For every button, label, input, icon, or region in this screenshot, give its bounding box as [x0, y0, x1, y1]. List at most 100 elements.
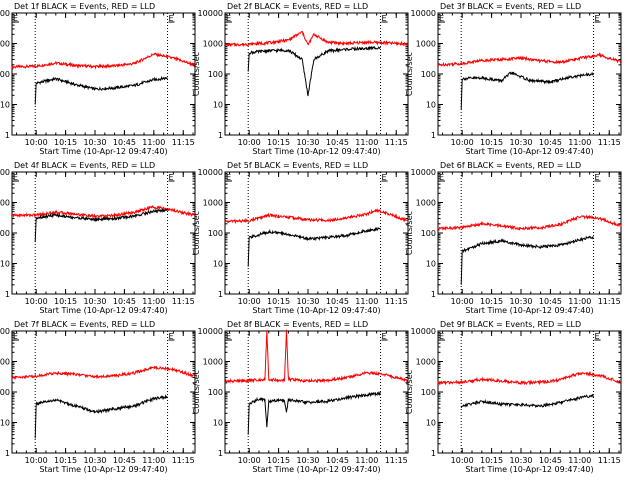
chart-panel-6: Det 6f BLACK = Events, RED = LLD 1 10 100 10…: [405, 161, 622, 315]
y-axis: 1 10 100 1000 10000: [411, 327, 621, 458]
y-tick-label: 1: [431, 131, 436, 140]
x-tick-label: 11:00: [568, 138, 591, 147]
x-tick-label: 10:00: [25, 138, 48, 147]
y-tick-label: 100: [0, 229, 10, 238]
y-tick-label: 10000: [198, 327, 223, 336]
x-axis-label: Start Time (10-Apr-12 09:47:40): [465, 465, 593, 474]
x-tick-label: 10:45: [113, 297, 136, 306]
x-tick-label: 11:00: [355, 138, 378, 147]
y-tick-label: 1: [5, 449, 10, 458]
event-marker-label: E: [382, 332, 387, 341]
y-axis: 1 10 100 1000 10000: [411, 168, 621, 299]
chart-title: Det 5f BLACK = Events, RED = LLD: [227, 161, 368, 170]
y-tick-label: 10: [426, 101, 436, 110]
x-tick-label: 10:00: [238, 138, 261, 147]
lld-series-line: [224, 208, 409, 225]
x-tick-label: 11:00: [142, 297, 165, 306]
event-marker-label: E: [595, 173, 600, 182]
event-marker-label: E: [439, 14, 444, 23]
y-tick-label: 10000: [0, 168, 10, 177]
events-series-line: [34, 75, 168, 105]
event-marker-label: E: [439, 332, 444, 341]
y-tick-label: 1: [218, 290, 223, 299]
y-tick-label: 10000: [411, 327, 436, 336]
y-tick-label: 1000: [203, 40, 223, 49]
lld-series-line: [11, 365, 196, 381]
events-series-line: [247, 391, 381, 435]
y-tick-label: 100: [421, 229, 436, 238]
y-tick-label: 100: [0, 388, 10, 397]
chart-title: Det 8f BLACK = Events, RED = LLD: [227, 320, 368, 329]
y-tick-label: 1000: [416, 40, 436, 49]
x-tick-label: 11:15: [172, 297, 195, 306]
chart-panel-1: Det 1f BLACK = Events, RED = LLD 1 10 100 10…: [0, 2, 196, 156]
x-tick-label: 10:30: [296, 297, 319, 306]
lld-series-line: [437, 214, 622, 232]
x-tick-label: 10:45: [326, 297, 349, 306]
chart-title: Det 2f BLACK = Events, RED = LLD: [227, 2, 368, 11]
x-tick-label: 11:00: [568, 456, 591, 465]
x-tick-label: 10:15: [54, 297, 77, 306]
x-tick-label: 10:30: [83, 297, 106, 306]
event-marker-label: E: [169, 14, 174, 23]
lld-series-line: [224, 329, 409, 384]
x-axis: 10:00 10:15 10:30 10:45 11:00 11:15: [229, 172, 408, 306]
event-marker-label: E: [226, 173, 231, 182]
x-tick-label: 10:00: [25, 456, 48, 465]
y-axis-label: Counts/sec: [405, 52, 414, 96]
x-tick-label: 11:00: [142, 138, 165, 147]
x-axis: 10:00 10:15 10:30 10:45 11:00 11:15: [229, 13, 408, 147]
y-tick-label: 1000: [0, 199, 10, 208]
event-marker-label: E: [439, 173, 444, 182]
y-tick-label: 100: [421, 70, 436, 79]
x-tick-label: 10:30: [296, 456, 319, 465]
x-tick-label: 11:15: [385, 138, 408, 147]
events-series-line: [460, 71, 594, 110]
x-tick-label: 10:45: [326, 138, 349, 147]
x-tick-label: 10:15: [267, 456, 290, 465]
event-marker-label: E: [595, 332, 600, 341]
y-tick-label: 10: [0, 101, 10, 110]
event-marker-label: E: [382, 173, 387, 182]
chart-title: Det 1f BLACK = Events, RED = LLD: [14, 2, 155, 11]
y-axis-label: Counts/sec: [192, 52, 201, 96]
x-tick-label: 10:00: [451, 456, 474, 465]
y-tick-label: 1000: [203, 358, 223, 367]
y-tick-label: 1000: [416, 199, 436, 208]
chart-panel-5: Det 5f BLACK = Events, RED = LLD 1 10 100 10…: [192, 161, 409, 315]
event-marker-label: E: [169, 173, 174, 182]
events-series-line: [460, 393, 594, 409]
x-tick-label: 11:15: [598, 297, 621, 306]
x-tick-label: 10:15: [267, 138, 290, 147]
x-tick-label: 10:15: [480, 138, 503, 147]
y-axis: 1 10 100 1000 10000: [198, 9, 408, 140]
y-tick-label: 10000: [0, 9, 10, 18]
x-axis-label: Start Time (10-Apr-12 09:47:40): [39, 306, 167, 315]
event-marker-label: E: [13, 173, 18, 182]
x-tick-label: 11:00: [355, 297, 378, 306]
y-axis: 1 10 100 1000 10000: [0, 327, 195, 458]
x-tick-label: 10:30: [83, 456, 106, 465]
x-tick-label: 10:45: [539, 138, 562, 147]
lld-series-line: [437, 370, 622, 386]
chart-title: Det 3f BLACK = Events, RED = LLD: [440, 2, 581, 11]
x-tick-label: 10:45: [539, 456, 562, 465]
events-series-line: [34, 393, 168, 439]
x-tick-label: 10:15: [54, 456, 77, 465]
x-tick-label: 10:00: [451, 297, 474, 306]
chart-panel-4: Det 4f BLACK = Events, RED = LLD 1 10 100 10…: [0, 161, 196, 315]
x-tick-label: 11:15: [598, 456, 621, 465]
y-tick-label: 1000: [416, 358, 436, 367]
x-tick-label: 10:00: [238, 456, 261, 465]
x-tick-label: 10:45: [539, 297, 562, 306]
events-series-line: [34, 208, 168, 243]
y-tick-label: 100: [421, 388, 436, 397]
x-tick-label: 10:45: [326, 456, 349, 465]
x-axis-label: Start Time (10-Apr-12 09:47:40): [39, 465, 167, 474]
y-tick-label: 100: [208, 70, 223, 79]
y-tick-label: 1000: [203, 199, 223, 208]
chart-panel-2: Det 2f BLACK = Events, RED = LLD 1 10 100 10…: [192, 2, 409, 156]
x-tick-label: 11:00: [355, 456, 378, 465]
y-tick-label: 1: [431, 449, 436, 458]
x-tick-label: 10:30: [509, 456, 532, 465]
